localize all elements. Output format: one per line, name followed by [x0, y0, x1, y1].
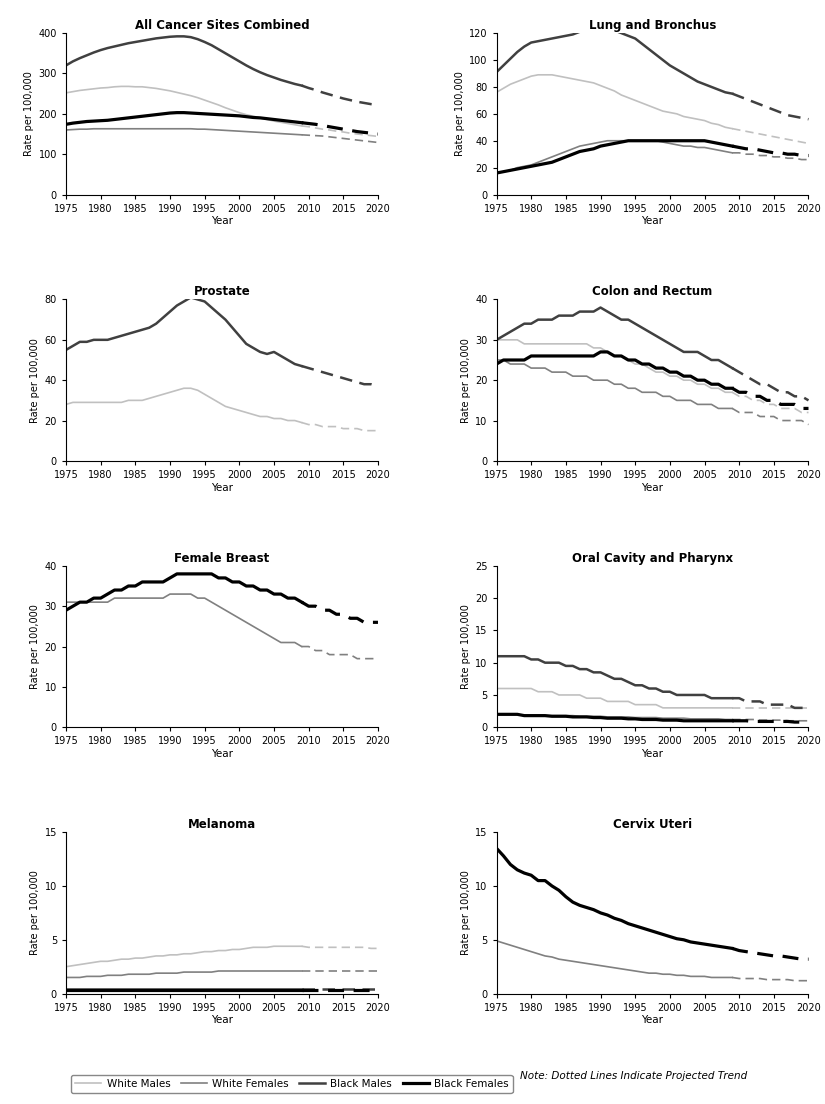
Title: Melanoma: Melanoma [188, 818, 256, 831]
Y-axis label: Rate per 100,000: Rate per 100,000 [31, 338, 40, 423]
Y-axis label: Rate per 100,000: Rate per 100,000 [461, 870, 471, 955]
Text: Note: Dotted Lines Indicate Projected Trend: Note: Dotted Lines Indicate Projected Tr… [520, 1071, 747, 1082]
X-axis label: Year: Year [211, 216, 233, 226]
X-axis label: Year: Year [642, 482, 663, 492]
Title: Cervix Uteri: Cervix Uteri [613, 818, 692, 831]
X-axis label: Year: Year [211, 1016, 233, 1026]
X-axis label: Year: Year [642, 749, 663, 760]
Y-axis label: Rate per 100,000: Rate per 100,000 [455, 72, 464, 157]
Title: Prostate: Prostate [194, 285, 250, 298]
Y-axis label: Rate per 100,000: Rate per 100,000 [31, 604, 40, 689]
Y-axis label: Rate per 100,000: Rate per 100,000 [31, 870, 40, 955]
Title: Oral Cavity and Pharynx: Oral Cavity and Pharynx [572, 552, 733, 564]
X-axis label: Year: Year [642, 1016, 663, 1026]
X-axis label: Year: Year [211, 749, 233, 760]
Title: Female Breast: Female Breast [174, 552, 270, 564]
Y-axis label: Rate per 100,000: Rate per 100,000 [24, 72, 35, 157]
Y-axis label: Rate per 100,000: Rate per 100,000 [461, 604, 471, 689]
Title: Lung and Bronchus: Lung and Bronchus [589, 19, 716, 32]
Y-axis label: Rate per 100,000: Rate per 100,000 [461, 338, 471, 423]
Title: Colon and Rectum: Colon and Rectum [592, 285, 713, 298]
Legend: White Males, White Females, Black Males, Black Females: White Males, White Females, Black Males,… [71, 1075, 512, 1093]
X-axis label: Year: Year [211, 482, 233, 492]
Title: All Cancer Sites Combined: All Cancer Sites Combined [134, 19, 309, 32]
X-axis label: Year: Year [642, 216, 663, 226]
